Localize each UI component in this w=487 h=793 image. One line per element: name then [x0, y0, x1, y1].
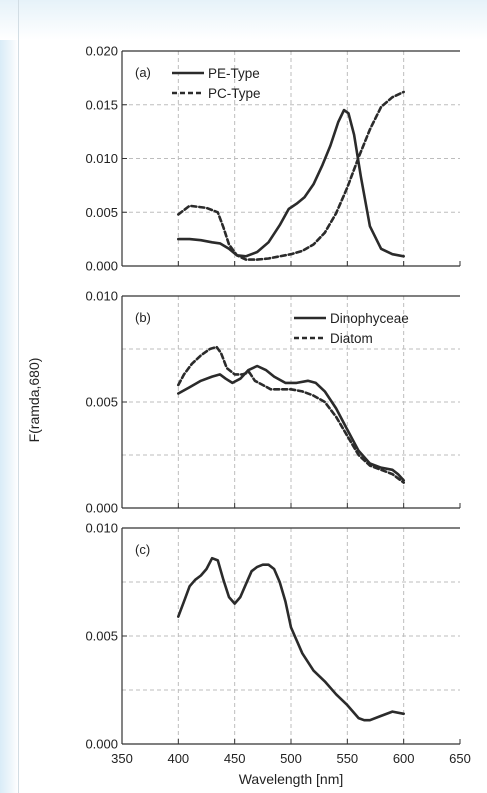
- legend-label-dinophyceae: Dinophyceae: [330, 311, 409, 326]
- panel-a-series: [177, 90, 405, 261]
- x-tick-label: 600: [393, 751, 415, 766]
- x-tick-label: 500: [280, 751, 302, 766]
- y-tick-label: 0.005: [85, 629, 118, 644]
- y-axis-label: F(ramda,680): [26, 358, 42, 443]
- background-accent-top: [0, 0, 487, 40]
- x-tick-label: 550: [336, 751, 358, 766]
- chart-panel-a: 0.000 0.005 0.010 0.015 0.020 (a) PE-Type PC…: [85, 44, 461, 274]
- series-line-spectrum: [177, 556, 405, 722]
- y-tick-label: 0.010: [85, 151, 118, 166]
- y-tick-label: 0.000: [85, 737, 118, 752]
- legend-label-diatom: Diatom: [330, 331, 373, 346]
- frame-divider: [18, 0, 19, 793]
- y-tick-label: 0.015: [85, 97, 118, 112]
- y-tick-label: 0.020: [85, 44, 118, 59]
- background-accent-left: [0, 0, 18, 793]
- y-tick-label: 0.005: [85, 205, 118, 220]
- panel-b-ticks: 0.000 0.005 0.010: [85, 289, 461, 516]
- series-line-diatom: [177, 345, 405, 484]
- panel-c-grid: [122, 528, 460, 744]
- panel-b-series: [177, 345, 405, 484]
- legend-label-pe-type: PE-Type: [208, 66, 260, 81]
- panel-a-axes: [121, 50, 460, 267]
- series-line-pc-type: [177, 90, 405, 261]
- y-tick-label: 0.000: [85, 259, 118, 274]
- panel-b-axes: [121, 295, 460, 509]
- panel-c-ticks: 0.000 0.005 0.010 350 400 450 500 550 600 650: [85, 521, 470, 767]
- x-tick-label: 450: [224, 751, 246, 766]
- panel-c-series: [177, 556, 405, 722]
- panel-label-a: (a): [135, 65, 151, 80]
- legend-label-pc-type: PC-Type: [208, 86, 261, 101]
- legend-b: Dinophyceae Diatom: [294, 311, 409, 346]
- panel-label-c: (c): [135, 542, 150, 557]
- x-tick-label: 350: [111, 751, 133, 766]
- y-tick-label: 0.000: [85, 501, 118, 516]
- chart-panel-c: 0.000 0.005 0.010 350 400 450 500 550 600 650 (c): [85, 521, 470, 767]
- panel-b-grid: [122, 296, 460, 508]
- panel-c-axes: [121, 527, 460, 745]
- x-tick-label: 400: [167, 751, 189, 766]
- x-tick-label: 650: [449, 751, 471, 766]
- y-tick-label: 0.010: [85, 289, 118, 304]
- series-line-pe-type: [177, 108, 405, 258]
- y-tick-label: 0.005: [85, 395, 118, 410]
- panel-label-b: (b): [135, 310, 151, 325]
- legend-a: PE-Type PC-Type: [172, 66, 261, 101]
- y-tick-label: 0.010: [85, 521, 118, 536]
- panel-a-grid: [122, 51, 460, 266]
- chart-panel-b: 0.000 0.005 0.010 (b) Dinophyceae Diatom: [85, 289, 461, 516]
- x-axis-label: Wavelength [nm]: [239, 771, 344, 787]
- series-line-dinophyceae: [177, 364, 405, 482]
